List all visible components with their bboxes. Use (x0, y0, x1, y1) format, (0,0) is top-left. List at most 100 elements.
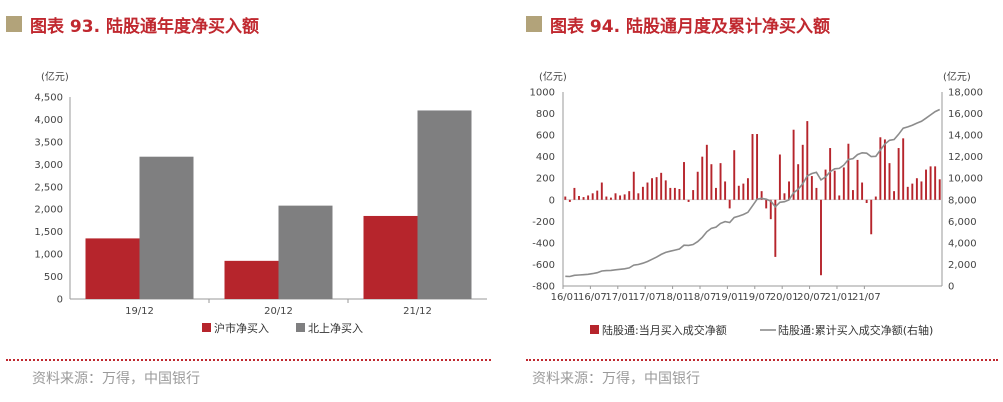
monthly-net-buy-bar (934, 166, 937, 200)
monthly-net-buy-chart: (亿元) (亿元) -800 -600 -400 -200 0 200 400 600 800 100… (530, 70, 983, 337)
left-y-tick-label: 1,000 (34, 250, 63, 261)
left-y-tick-label: 500 (44, 272, 63, 283)
monthly-net-buy-bar (692, 190, 695, 200)
right-chart-right-y-tick: 6,000 (948, 217, 977, 228)
legend-swatch-monthly-bar (590, 325, 599, 334)
monthly-net-buy-bar (774, 199, 777, 257)
monthly-net-buy-bar (915, 178, 918, 200)
monthly-net-buy-bar (578, 196, 580, 200)
right-chart-left-y-tick: 800 (536, 109, 555, 120)
monthly-net-buy-bar (783, 193, 786, 200)
monthly-net-buy-bar (851, 190, 854, 200)
monthly-net-buy-bar (870, 199, 873, 235)
legend-swatch-northbound (296, 323, 305, 332)
legend-label-northbound: 北上净买入 (308, 321, 363, 335)
annual-bar-shanghai (224, 260, 279, 299)
monthly-net-buy-bar (728, 199, 731, 209)
cumulative-net-buy-line (565, 108, 941, 278)
monthly-net-buy-bar (573, 187, 576, 200)
right-chart-right-unit-label: (亿元) (943, 70, 971, 83)
monthly-net-buy-bar (842, 167, 845, 200)
right-chart-left-y-tick: -600 (532, 260, 555, 271)
left-chart-title: 图表 93. 陆股通年度净买入额 (30, 16, 259, 37)
right-chart-title: 图表 94. 陆股通月度及累计净买入额 (550, 16, 830, 37)
monthly-net-buy-bar (806, 121, 809, 200)
monthly-net-buy-bar (632, 171, 635, 200)
monthly-net-buy-bar (883, 139, 886, 200)
monthly-net-buy-bar (664, 180, 667, 200)
monthly-net-buy-bar (751, 134, 754, 200)
monthly-net-buy-bar (856, 159, 859, 200)
monthly-net-buy-bar (801, 144, 804, 200)
left-dotted-divider (6, 359, 491, 361)
monthly-net-buy-bar (673, 187, 676, 200)
left-y-tick-label: 3,000 (34, 160, 63, 171)
right-chart-left-y-tick: 200 (536, 174, 555, 185)
monthly-net-buy-bar (874, 196, 877, 200)
monthly-net-buy-bar (655, 177, 658, 200)
monthly-net-buy-bar (646, 182, 649, 200)
monthly-net-buy-bar (623, 194, 626, 200)
monthly-net-buy-bar (902, 138, 905, 200)
left-title-marker (6, 16, 22, 32)
annual-bar-northbound (417, 110, 472, 299)
right-chart-x-tick-label: 20/07 (797, 292, 826, 303)
monthly-net-buy-bar (769, 199, 772, 220)
right-chart-right-y-tick: 0 (948, 282, 954, 293)
monthly-net-buy-bar (564, 196, 567, 200)
right-dotted-divider (526, 359, 998, 361)
right-chart-left-y-tick: 600 (536, 131, 555, 142)
monthly-net-buy-bar (605, 196, 608, 200)
monthly-net-buy-bar (792, 129, 795, 200)
monthly-net-buy-bar (788, 181, 790, 200)
legend-swatch-shanghai (202, 323, 211, 332)
monthly-net-buy-bar (838, 195, 841, 200)
right-chart-right-y-tick: 10,000 (948, 174, 983, 185)
monthly-net-buy-bar (888, 163, 891, 200)
left-y-tick-label: 2,000 (34, 205, 63, 216)
monthly-net-buy-bar (879, 137, 882, 200)
monthly-net-buy-bar (587, 195, 590, 200)
left-y-tick-label: 2,500 (34, 182, 63, 193)
monthly-net-buy-bar (614, 193, 617, 200)
annual-net-buy-chart: (亿元) 0 500 1,000 1,500 2,000 2,500 3,000 3,500 4,… (34, 70, 487, 335)
monthly-net-buy-bar (582, 197, 585, 200)
monthly-net-buy-bar (760, 191, 763, 200)
monthly-net-buy-panel: 图表 94. 陆股通月度及累计净买入额 (亿元) (亿元) -800 -600 -400… (520, 0, 1003, 402)
left-x-tick-label: 19/12 (125, 306, 154, 317)
right-chart-x-tick-label: 16/07 (578, 292, 607, 303)
left-y-tick-label: 4,500 (34, 93, 63, 104)
monthly-net-buy-bar (637, 193, 640, 200)
right-chart-left-y-tick: 1000 (530, 88, 555, 99)
monthly-net-buy-bar (600, 182, 603, 200)
right-chart-x-tick-label: 16/01 (551, 292, 580, 303)
monthly-net-buy-bar (815, 187, 818, 200)
monthly-net-buy-bar (701, 156, 704, 200)
left-x-tick-label: 20/12 (264, 306, 293, 317)
right-chart-right-y-tick: 8,000 (948, 195, 977, 206)
monthly-net-buy-bar (596, 190, 599, 200)
right-chart-left-y-tick: 0 (549, 195, 555, 206)
monthly-net-buy-bar (619, 195, 622, 200)
right-title-row: 图表 94. 陆股通月度及累计净买入额 (526, 12, 830, 37)
monthly-net-buy-bar (683, 162, 685, 200)
monthly-net-buy-bar (641, 186, 644, 200)
right-chart-x-tick-label: 18/01 (660, 292, 689, 303)
monthly-net-buy-bar (591, 193, 594, 200)
monthly-net-buy-bar (820, 199, 822, 276)
left-y-tick-label: 4,000 (34, 115, 63, 126)
monthly-net-buy-bar (893, 191, 896, 200)
legend-label-shanghai: 沪市净买入 (214, 321, 269, 335)
right-chart-right-y-tick: 14,000 (948, 131, 983, 142)
monthly-net-buy-bar (920, 181, 923, 200)
annual-bar-shanghai (363, 215, 418, 299)
annual-bar-northbound (139, 156, 194, 299)
right-chart-left-y-tick: -400 (532, 238, 555, 249)
right-source-note: 资料来源：万得，中国银行 (532, 371, 700, 387)
monthly-net-buy-bar (710, 164, 713, 200)
monthly-net-buy-bar (719, 163, 722, 200)
legend-label-cumulative-line: 陆股通:累计买入成交净额(右轴) (778, 323, 933, 337)
right-chart-x-tick-label: 17/07 (633, 292, 662, 303)
monthly-net-buy-bar (715, 187, 717, 200)
annual-bar-northbound (278, 205, 333, 299)
